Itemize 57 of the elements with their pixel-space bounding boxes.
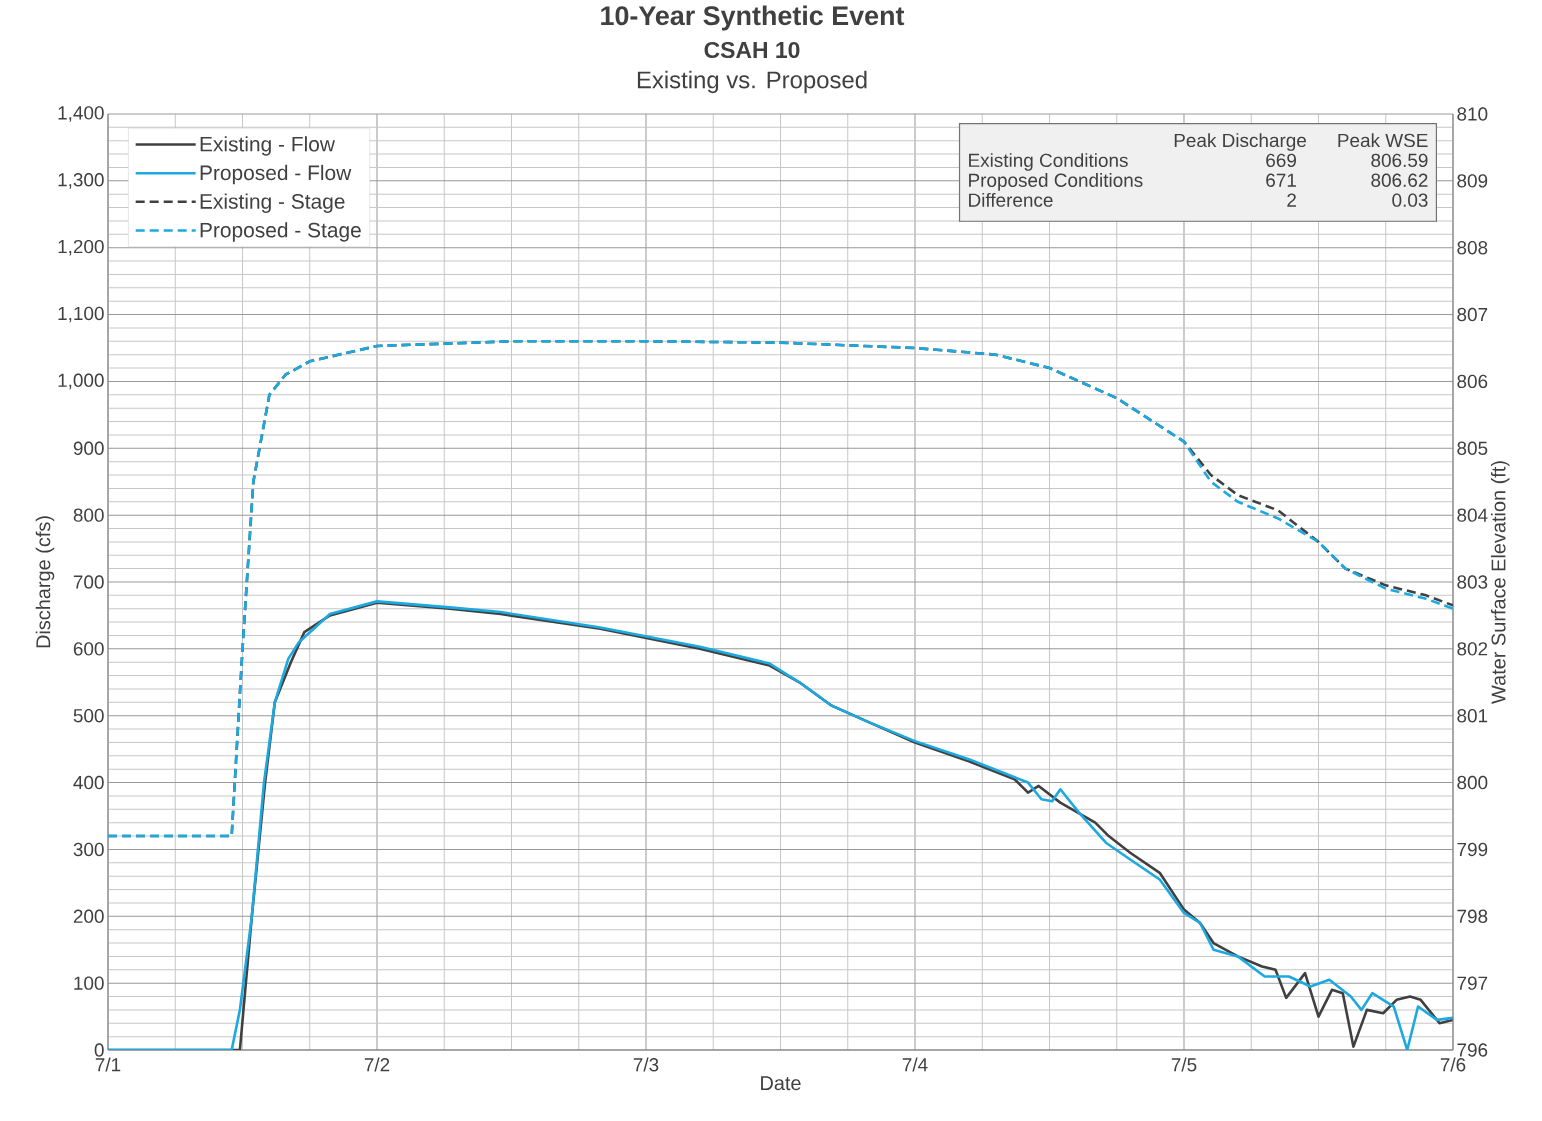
y2-tick-label: 802 — [1457, 642, 1488, 656]
y2-tick-label: 808 — [1457, 240, 1488, 255]
y2-tick-label: 799 — [1457, 842, 1488, 857]
y-tick-label: 500 — [73, 709, 104, 723]
y-axis-title: Discharge (cfs) — [35, 516, 55, 648]
y-tick-label: 100 — [74, 976, 104, 990]
annotation: Peak Discharge — [1174, 133, 1307, 151]
y-tick-label: 1,200 — [58, 239, 104, 256]
y2-tick-label: 804 — [1457, 508, 1488, 522]
legend-label: Existing - Stage — [200, 193, 345, 213]
annotation: 806.59 — [1371, 153, 1428, 168]
annotation: Existing Conditions — [969, 153, 1128, 171]
annotation: 671 — [1266, 173, 1296, 187]
y-tick-label: 400 — [73, 775, 104, 790]
text: Existing vs. Proposed — [637, 70, 867, 94]
y-tick-label: 1,100 — [58, 306, 104, 323]
chart-subtitle: CSAH 10 — [704, 41, 800, 59]
y2-tick-label: 810 — [1457, 107, 1488, 121]
y-tick-label: 1,300 — [58, 173, 104, 189]
y2-tick-label: 805 — [1457, 441, 1488, 455]
y2-axis-title: Water Surface Elevation (ft) — [1490, 461, 1510, 704]
y2-tick-label: 806 — [1457, 374, 1488, 389]
x-tick-label: 7/2 — [364, 1057, 390, 1072]
y2-tick-label: 796 — [1457, 1043, 1488, 1057]
annotation: 806.62 — [1371, 173, 1428, 187]
annotation: Peak WSE — [1338, 133, 1428, 148]
annotation: 0.03 — [1392, 193, 1428, 207]
y2-tick-label: 803 — [1457, 575, 1488, 589]
y-tick-label: 200 — [73, 909, 104, 923]
y2-tick-label: 807 — [1457, 307, 1488, 322]
legend-label: Existing - Flow — [200, 136, 336, 156]
y-tick-label: 600 — [73, 642, 104, 656]
y2-tick-label: 798 — [1457, 909, 1488, 923]
annotation: 669 — [1266, 153, 1296, 168]
y-tick-label: 900 — [73, 441, 104, 455]
y-tick-label: 0 — [94, 1043, 104, 1057]
x-tick-label: 7/6 — [1440, 1057, 1466, 1072]
legend-label: Proposed - Stage — [200, 222, 361, 242]
y2-tick-label: 809 — [1457, 174, 1488, 188]
y2-tick-label: 797 — [1457, 976, 1488, 990]
annotation: Difference — [969, 192, 1053, 207]
y2-tick-label: 800 — [1457, 775, 1488, 790]
x-tick-label: 7/3 — [633, 1057, 659, 1072]
annotation: 2 — [1287, 193, 1296, 207]
x-tick-label: 7/4 — [902, 1057, 928, 1072]
chart-title: 10-Year Synthetic Event — [601, 5, 905, 31]
x-tick-label: 7/5 — [1171, 1057, 1197, 1072]
y2-tick-label: 801 — [1457, 709, 1488, 723]
y-tick-label: 1,000 — [58, 373, 104, 390]
y-tick-label: 800 — [73, 508, 104, 522]
x-tick-label: 7/1 — [95, 1057, 121, 1072]
annotation: Proposed Conditions — [969, 173, 1143, 191]
legend-label: Proposed - Flow — [200, 164, 352, 185]
y-tick-label: 300 — [73, 842, 104, 857]
x-axis-title: Date — [761, 1076, 801, 1091]
y-tick-label: 700 — [73, 575, 104, 589]
y-tick-label: 1,400 — [58, 106, 104, 122]
